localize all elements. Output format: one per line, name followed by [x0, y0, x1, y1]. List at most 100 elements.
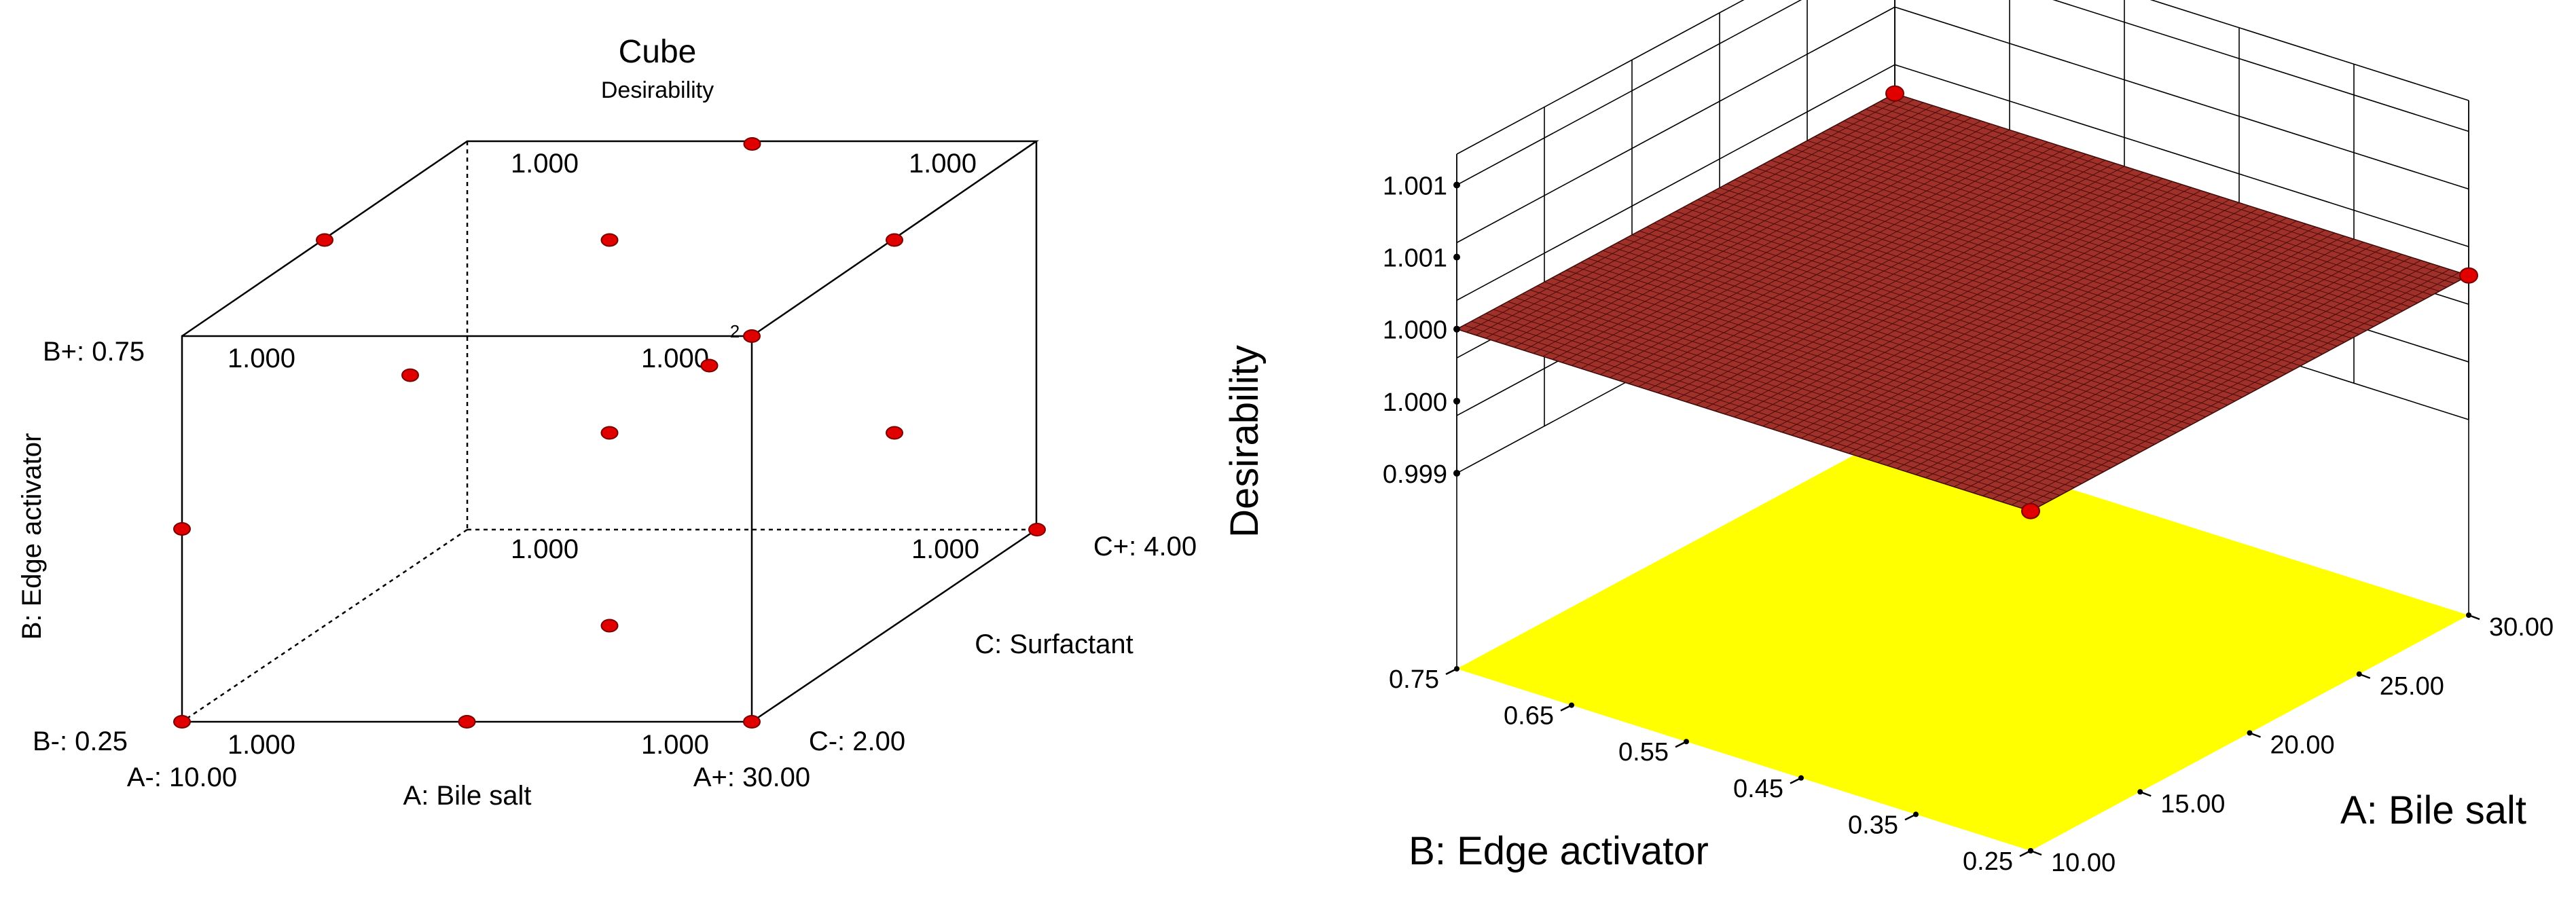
b-low-label: B-: 0.25: [33, 727, 128, 756]
surface-mesh-line: [1466, 96, 1905, 333]
surface-floor: [1457, 433, 2469, 851]
y-tick-dot: [1569, 702, 1574, 708]
back-wall-gridline: [1456, 64, 1895, 301]
z-tick-label: 0.999: [1383, 460, 1447, 489]
b-high-label: B+: 0.75: [43, 337, 145, 367]
y-tick-dot: [2028, 848, 2033, 853]
surface-mesh-line: [1829, 128, 2403, 312]
corner-value-a-high-b-high-c-high: 1.000: [909, 149, 977, 179]
surface-mesh-line: [1523, 114, 1962, 351]
x-axis-title: A: Bile salt: [2340, 788, 2526, 832]
y-tick-label: 0.25: [1963, 847, 2013, 876]
surface-mesh-line: [1843, 120, 2418, 304]
back-wall-gridline: [1456, 0, 1802, 186]
x-tick-label: 10.00: [2051, 849, 2116, 877]
cube-design-point: [700, 358, 719, 373]
y-tick-label: 0.45: [1733, 775, 1783, 803]
y-tick-dot: [1684, 739, 1689, 745]
top-edge: [1456, 0, 1745, 155]
cube-plot: Cube Desirability 1.000 1.000 1.000 1.00…: [17, 34, 1197, 811]
surface-mesh-line: [1542, 120, 1981, 357]
corner-value-a-low-b-high-c-low: 1.000: [228, 344, 295, 373]
surface-mesh-line: [1865, 109, 2440, 292]
cube-design-point: [458, 715, 476, 729]
cube-design-point: [401, 368, 419, 382]
x-tick-dot: [2356, 671, 2362, 677]
surface-mesh-line: [1887, 97, 2462, 280]
corner-value-a-low-b-low-c-low: 1.000: [228, 730, 295, 760]
z-tick-label: 1.001: [1383, 172, 1447, 200]
surface-mesh-line: [1504, 108, 1943, 345]
y-tick-label: 0.75: [1389, 665, 1439, 694]
back-wall-gridline: [1456, 6, 1895, 244]
cube-design-point: [600, 426, 619, 440]
top-edge: [2149, 0, 2469, 101]
surface-design-point: [1885, 85, 1904, 102]
c-high-label: C+: 4.00: [1093, 532, 1197, 562]
cube-hidden-edge-depth: [181, 528, 468, 723]
surface-mesh-line: [1872, 105, 2447, 288]
c-axis-title: C: Surfactant: [975, 629, 1133, 659]
cube-design-point: [173, 522, 191, 536]
y-tick-label: 0.65: [1504, 702, 1554, 731]
surface-mesh-line: [1475, 99, 1915, 336]
z-tick-dot: [1453, 181, 1460, 189]
surface-ticks: 10.00 15.00 20.00 25.00 30.00 0.25 0.35 0.45 0.5…: [1383, 172, 2554, 877]
y-tick-dot: [1454, 666, 1459, 672]
x-tick-dot: [2137, 789, 2143, 795]
cube-title: Cube: [619, 34, 697, 70]
y-tick-dot: [1913, 811, 1919, 817]
surface-mesh-line: [1485, 102, 1924, 339]
surface-mesh-line: [1858, 113, 2433, 296]
x-tick-label: 25.00: [2380, 672, 2444, 701]
surface-mesh-line: [1533, 117, 1972, 354]
x-tick-label: 20.00: [2270, 731, 2335, 760]
surface-mesh-line: [1514, 111, 1953, 348]
corner-value-a-high-b-high-c-low: 1.000: [641, 344, 709, 373]
corner-value-a-high-b-low-c-high: 1.000: [911, 534, 979, 564]
z-tick-dot: [1453, 397, 1460, 405]
x-tick-label: 15.00: [2160, 790, 2225, 818]
cube-design-point: [743, 329, 761, 343]
x-tick-dot: [2247, 730, 2253, 736]
a-low-label: A-: 10.00: [127, 762, 237, 792]
surface-design-points: [1885, 85, 2478, 519]
response-surface: [1455, 92, 2470, 512]
corner-value-a-low-b-low-c-high: 1.000: [511, 534, 579, 564]
cube-design-point: [886, 426, 903, 440]
cube-design-point: [600, 233, 619, 247]
y-tick-label: 0.35: [1848, 811, 1898, 839]
z-tick-label: 1.001: [1383, 244, 1447, 273]
cube-design-point: [743, 715, 761, 729]
z-tick-dot: [1453, 325, 1460, 333]
z-tick-label: 1.000: [1383, 316, 1447, 345]
replicate-note: 2: [730, 321, 740, 342]
b-axis-title: B: Edge activator: [17, 433, 47, 640]
surface-design-point: [2459, 267, 2478, 284]
surface-mesh-line: [1552, 123, 1991, 360]
cube-design-point: [600, 619, 619, 633]
cube-design-point: [173, 715, 191, 729]
y-axis-title: B: Edge activator: [1409, 829, 1709, 873]
x-tick-label: 30.00: [2489, 613, 2554, 642]
surface-mesh-line: [1851, 116, 2425, 299]
z-tick-dot: [1453, 253, 1460, 261]
cube-design-point: [316, 233, 333, 247]
z-tick-dot: [1453, 469, 1460, 477]
side-wall-gridline: [2052, 0, 2469, 132]
corner-value-a-high-b-low-c-low: 1.000: [641, 730, 709, 760]
x-tick-dot: [2466, 612, 2471, 618]
surface-mesh-line: [1836, 124, 2411, 308]
cube-design-point: [743, 137, 761, 151]
cube-design-point: [1028, 523, 1046, 536]
corner-value-a-low-b-high-c-high: 1.000: [511, 149, 579, 179]
side-wall-gridline: [1894, 6, 2469, 190]
y-tick-label: 0.55: [1618, 738, 1669, 767]
z-tick-label: 1.000: [1383, 388, 1447, 417]
surface-mesh-line: [1880, 100, 2454, 284]
surface-plot: 10.00 15.00 20.00 25.00 30.00 0.25 0.35 0.45 0.5…: [1222, 0, 2554, 877]
side-wall-gridline: [1894, 64, 2469, 248]
a-high-label: A+: 30.00: [693, 762, 810, 792]
a-axis-title: A: Bile salt: [403, 781, 532, 811]
